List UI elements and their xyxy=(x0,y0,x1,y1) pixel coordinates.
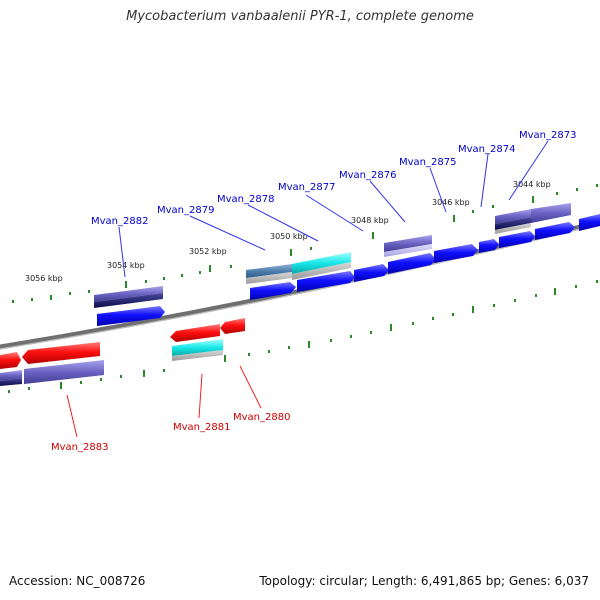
gene-label-mvan-2880[interactable]: Mvan_2880 xyxy=(233,412,290,423)
gene-label-mvan-2883[interactable]: Mvan_2883 xyxy=(51,442,108,453)
page-title: Mycobacterium vanbaalenii PYR-1, complet… xyxy=(126,9,474,24)
kbp-label-3050: 3050 kbp xyxy=(270,232,308,241)
kbp-label-3054: 3054 kbp xyxy=(107,261,145,270)
gene-label-mvan-2878[interactable]: Mvan_2878 xyxy=(217,194,274,205)
gene-label-mvan-2876[interactable]: Mvan_2876 xyxy=(339,170,396,181)
accession-label: Accession: NC_008726 xyxy=(9,574,146,588)
kbp-label-3052: 3052 kbp xyxy=(189,247,227,256)
gene-label-mvan-2881[interactable]: Mvan_2881 xyxy=(173,422,230,433)
gene-label-mvan-2874[interactable]: Mvan_2874 xyxy=(458,144,515,155)
reverse-tick-scale xyxy=(8,280,598,393)
forward-tick-scale xyxy=(12,184,598,303)
genome-stats-label: Topology: circular; Length: 6,491,865 bp… xyxy=(259,574,589,588)
kbp-label-3048: 3048 kbp xyxy=(351,216,389,225)
kbp-label-3056: 3056 kbp xyxy=(25,274,63,283)
kbp-label-3046: 3046 kbp xyxy=(432,198,470,207)
gene-label-mvan-2882[interactable]: Mvan_2882 xyxy=(91,216,148,227)
forward-features xyxy=(94,203,571,308)
gene-label-mvan-2879[interactable]: Mvan_2879 xyxy=(157,205,214,216)
reverse-leader-lines xyxy=(66,365,262,438)
kbp-label-3044: 3044 kbp xyxy=(513,180,551,189)
forward-leader-lines xyxy=(118,140,549,278)
forward-gene-arrows xyxy=(97,214,600,326)
gene-label-mvan-2873[interactable]: Mvan_2873 xyxy=(519,130,576,141)
reverse-features xyxy=(0,339,223,386)
reverse-gene-arrows xyxy=(0,318,245,369)
gene-label-mvan-2875[interactable]: Mvan_2875 xyxy=(399,157,456,168)
gene-label-mvan-2877[interactable]: Mvan_2877 xyxy=(278,182,335,193)
